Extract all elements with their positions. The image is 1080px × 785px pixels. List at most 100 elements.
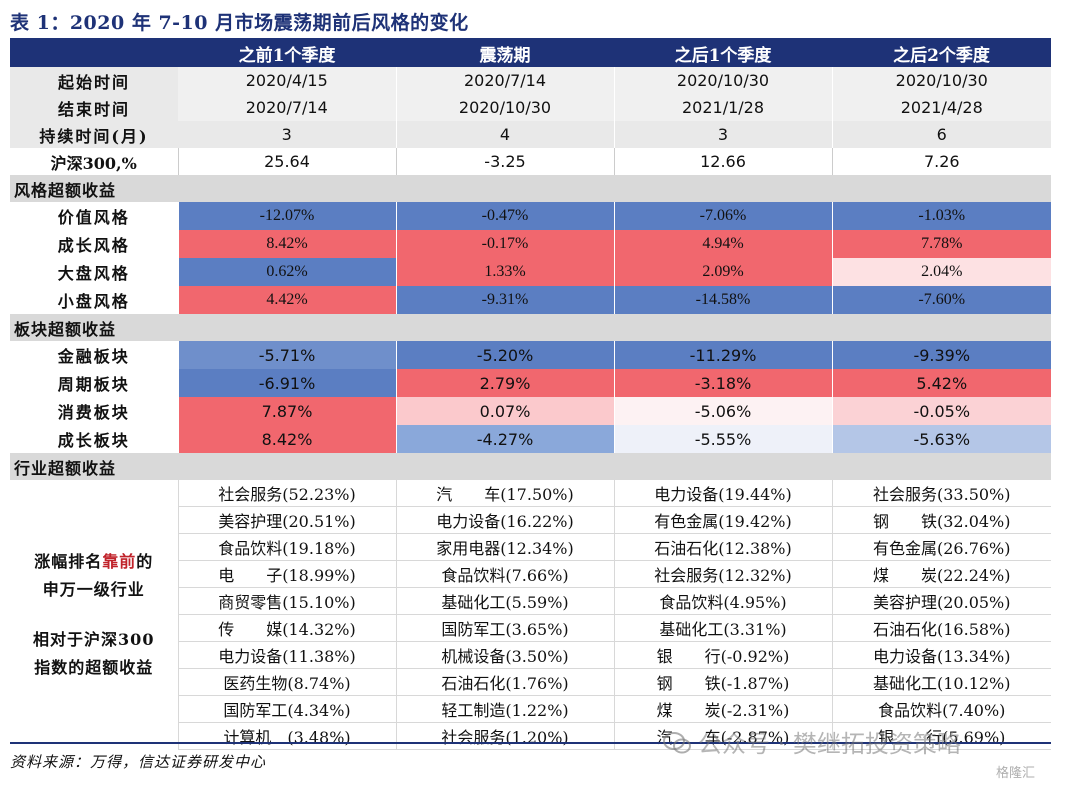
column-header: 之后2个季度 — [832, 40, 1051, 67]
industry-cell: 食品饮料(7.40%) — [831, 695, 1051, 723]
industry-cell: 美容护理(20.05%) — [831, 587, 1051, 615]
industry-cell: 食品饮料(19.18%) — [177, 533, 396, 561]
cell-value: 7.26 — [831, 148, 1051, 175]
cell-value: 7.78% — [831, 230, 1051, 258]
table-row: 持续时间(月) 3 4 3 6 — [10, 121, 1051, 148]
industry-cell: 银 行(-0.92%) — [613, 641, 832, 669]
industry-cell: 社会服务(33.50%) — [831, 480, 1051, 507]
industry-cell: 食品饮料(7.66%) — [395, 560, 614, 588]
cell-value: 2.79% — [395, 369, 614, 397]
industry-cell: 电力设备(13.34%) — [831, 641, 1051, 669]
cell-value: 1.33% — [395, 258, 614, 286]
cell-value: -5.63% — [831, 425, 1051, 453]
table-row: 电 子(18.99%) 食品饮料(7.66%) 社会服务(12.32%) 煤 炭(22… — [10, 560, 1051, 588]
label-text: 相对于沪深300 — [33, 629, 155, 649]
cell-value: 8.42% — [177, 230, 396, 258]
row-label: 结束时间 — [10, 94, 178, 121]
row-label: 周期板块 — [10, 369, 178, 397]
cell-value: -1.03% — [831, 202, 1051, 230]
table-row: 沪深300,% 25.64 -3.25 12.66 7.26 — [10, 148, 1051, 175]
table-row: 成长板块 8.42% -4.27% -5.55% -5.63% — [10, 425, 1051, 453]
cell-value: 2021/4/28 — [831, 94, 1051, 121]
industry-cell: 电力设备(19.44%) — [613, 480, 832, 507]
section-row: 风格超额收益 — [10, 175, 1051, 202]
wechat-icon — [663, 732, 691, 754]
cell-value: -9.39% — [831, 341, 1051, 369]
cell-value: -0.17% — [395, 230, 614, 258]
cell-value: 4.94% — [613, 230, 832, 258]
column-header: 之前1个季度 — [178, 40, 396, 67]
cell-value: 2020/10/30 — [395, 94, 614, 121]
table-row: 起始时间 2020/4/15 2020/7/14 2020/10/30 2020/10/… — [10, 67, 1051, 94]
cell-value: -0.47% — [395, 202, 614, 230]
cell-value: 7.87% — [177, 397, 396, 425]
row-label: 成长风格 — [10, 230, 178, 258]
cell-value: -14.58% — [613, 286, 832, 314]
table-row: 涨幅排名靠前的 申万一级行业 相对于沪深300 指数的超额收益 社会服务(52.23%)… — [10, 480, 1051, 750]
cell-value: 2.09% — [613, 258, 832, 286]
industry-cell: 国防军工(4.34%) — [177, 695, 396, 723]
industry-cell: 汽 车(17.50%) — [395, 480, 614, 507]
top-rule — [10, 38, 1051, 40]
cell-value: -5.06% — [613, 397, 832, 425]
cell-value: -9.31% — [395, 286, 614, 314]
industry-cell: 社会服务(52.23%) — [177, 480, 396, 507]
industry-cell: 计算机 (3.48%) — [177, 722, 396, 750]
row-label: 小盘风格 — [10, 286, 178, 314]
table-row: 商贸零售(15.10%) 基础化工(5.59%) 食品饮料(4.95%) 美容护理(2… — [10, 587, 1051, 615]
cell-value: 2021/1/28 — [613, 94, 832, 121]
industry-cell: 电 子(18.99%) — [177, 560, 396, 588]
table-row: 食品饮料(19.18%) 家用电器(12.34%) 石油石化(12.38%) 有色金属… — [10, 533, 1051, 561]
watermark-logo: 格隆汇 — [996, 766, 1036, 781]
source-note: 资料来源：万得，信达证券研发中心 — [10, 753, 267, 771]
bottom-rule — [10, 742, 1051, 744]
cell-value: 2020/7/14 — [395, 67, 614, 94]
cell-value: 4 — [395, 121, 614, 148]
industry-cell: 石油石化(1.76%) — [395, 668, 614, 696]
cell-value: 3 — [178, 121, 396, 148]
table-row: 传 媒(14.32%) 国防军工(3.65%) 基础化工(3.31%) 石油石化(16… — [10, 614, 1051, 642]
row-label: 消费板块 — [10, 397, 178, 425]
cell-value: -7.06% — [613, 202, 832, 230]
row-label: 起始时间 — [10, 67, 178, 94]
section-title: 板块超额收益 — [10, 314, 1051, 341]
cell-value: -3.25 — [395, 148, 614, 175]
table-row: 价值风格 -12.07% -0.47% -7.06% -1.03% — [10, 202, 1051, 230]
industry-cell: 基础化工(5.59%) — [395, 587, 614, 615]
cell-value: -6.91% — [177, 369, 396, 397]
cell-value: -3.18% — [613, 369, 832, 397]
table-row: 国防军工(4.34%) 轻工制造(1.22%) 煤 炭(-2.31%) 食品饮料(7.… — [10, 695, 1051, 723]
cell-value: 5.42% — [831, 369, 1051, 397]
table-title: 表 1：2020 年 7-10 月市场震荡期前后风格的变化 — [10, 12, 469, 34]
header-corner — [10, 40, 178, 67]
cell-value: -12.07% — [177, 202, 396, 230]
cell-value: 2020/7/14 — [178, 94, 396, 121]
cell-value: 0.07% — [395, 397, 614, 425]
section-title: 风格超额收益 — [10, 175, 1051, 202]
industry-cell: 轻工制造(1.22%) — [395, 695, 614, 723]
industry-cell: 社会服务(1.20%) — [395, 722, 614, 750]
watermark-text: 公众号 · 樊继拓投资策略 — [698, 730, 961, 758]
data-table: 之前1个季度 震荡期 之后1个季度 之后2个季度 起始时间 2020/4/15 2020/7… — [10, 40, 1051, 750]
industry-cell: 食品饮料(4.95%) — [613, 587, 832, 615]
industry-cell: 医药生物(8.74%) — [177, 668, 396, 696]
industry-cell: 基础化工(10.12%) — [831, 668, 1051, 696]
row-label: 沪深300,% — [50, 153, 137, 173]
row-label: 持续时间(月) — [10, 121, 178, 148]
cell-value: 3 — [613, 121, 832, 148]
label-text: 涨幅排名 — [34, 551, 103, 571]
cell-value: -11.29% — [613, 341, 832, 369]
cell-value: 12.66 — [613, 148, 832, 175]
industry-cell: 有色金属(19.42%) — [613, 506, 832, 534]
label-highlight: 靠前 — [102, 551, 137, 571]
industry-cell: 钢 铁(-1.87%) — [613, 668, 832, 696]
cell-value: -5.55% — [613, 425, 832, 453]
industry-cell: 钢 铁(32.04%) — [831, 506, 1051, 534]
industry-cell: 商贸零售(15.10%) — [177, 587, 396, 615]
cell-value: -5.71% — [177, 341, 396, 369]
row-label: 价值风格 — [10, 202, 178, 230]
table-row: 成长风格 8.42% -0.17% 4.94% 7.78% — [10, 230, 1051, 258]
industry-cell: 有色金属(26.76%) — [831, 533, 1051, 561]
cell-value: 8.42% — [177, 425, 396, 453]
table-row: 周期板块 -6.91% 2.79% -3.18% 5.42% — [10, 369, 1051, 397]
